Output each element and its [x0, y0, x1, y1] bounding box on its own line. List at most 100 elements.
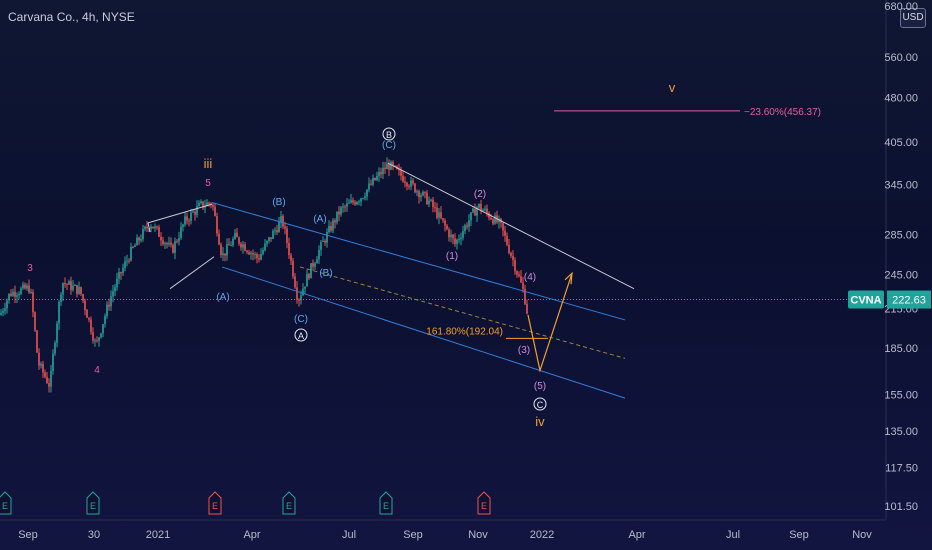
candle-body: [28, 285, 30, 293]
candle-body: [470, 212, 472, 221]
earnings-marker[interactable]: [0, 491, 12, 515]
y-tick-label: 480.00: [884, 93, 918, 105]
candle-body: [78, 286, 80, 294]
candle-body: [162, 240, 164, 244]
candle-body: [204, 206, 206, 208]
earnings-marker[interactable]: [477, 491, 491, 515]
candle-body: [118, 272, 120, 279]
candle-body: [88, 317, 90, 320]
wave-label: 3: [27, 263, 33, 274]
candle-body: [280, 216, 282, 222]
chart-title: Carvana Co., 4h, NYSE: [8, 10, 135, 24]
projection-path: [527, 273, 573, 373]
y-tick-label: 345.00: [884, 179, 918, 191]
x-tick-label: Apr: [243, 529, 260, 541]
candle-body: [16, 295, 18, 297]
candle-body: [24, 284, 26, 289]
candle-body: [192, 211, 194, 213]
candle-body: [252, 252, 254, 255]
candle-body: [316, 259, 318, 264]
candle-body: [8, 293, 10, 301]
candle-body: [46, 376, 48, 384]
candle-body: [510, 252, 512, 256]
wave-label-circle: [294, 328, 308, 342]
last-price-value: 222.63: [892, 295, 926, 307]
candle-body: [48, 383, 50, 387]
candle-body: [404, 181, 406, 183]
earnings-marker[interactable]: [208, 491, 222, 515]
candle-body: [136, 237, 138, 246]
candle-body: [128, 260, 130, 262]
candle-body: [6, 300, 8, 309]
candle-body: [20, 288, 22, 294]
candle-body: [472, 208, 474, 213]
y-tick-label: 245.00: [884, 269, 918, 281]
candle-body: [262, 250, 264, 254]
candle-body: [346, 203, 348, 207]
y-tick-label: 285.00: [884, 230, 918, 242]
candle-body: [264, 243, 266, 251]
candle-body: [330, 226, 332, 231]
currency-selector[interactable]: USD: [900, 8, 926, 28]
candle-body: [102, 324, 104, 334]
downtrend-line: [387, 162, 635, 290]
x-tick-label: 2022: [530, 529, 554, 541]
earnings-marker[interactable]: [282, 491, 296, 515]
candle-body: [308, 273, 310, 279]
candle-body: [246, 250, 248, 253]
candle-body: [412, 180, 414, 184]
wave-label: C: [537, 400, 544, 410]
candle-body: [424, 191, 426, 193]
candle-body: [188, 220, 190, 222]
x-tick-label: Jul: [342, 529, 356, 541]
fib-target-label: −23.60%(456.37): [744, 107, 821, 118]
wave-label: B: [386, 130, 392, 140]
wave-label-circle: [382, 127, 396, 141]
y-tick-label: 680.00: [884, 1, 918, 13]
earnings-marker-label: E: [212, 501, 218, 511]
candle-body: [50, 371, 52, 387]
candle-body: [120, 272, 122, 274]
candle-body: [458, 239, 460, 241]
candle-body: [14, 291, 16, 297]
candle-body: [112, 291, 114, 297]
earnings-marker[interactable]: [379, 491, 393, 515]
candle-body: [344, 206, 346, 208]
candle-body: [70, 281, 72, 291]
candle-body: [244, 244, 246, 251]
candle-body: [222, 253, 224, 256]
candle-body: [190, 212, 192, 221]
candle-body: [68, 281, 70, 285]
candle-body: [18, 293, 20, 296]
wave-label-circle: [533, 397, 547, 411]
candle-body: [450, 234, 452, 238]
candle-body: [258, 258, 260, 260]
candle-body: [30, 291, 32, 293]
earnings-marker[interactable]: [86, 491, 100, 515]
candle-body: [0, 312, 2, 315]
candle-body: [442, 218, 444, 221]
wedge-edge-line: [147, 222, 151, 232]
candle-body: [218, 233, 220, 245]
candle-body: [32, 291, 34, 313]
wave-label: (1): [446, 251, 458, 262]
candle-body: [336, 211, 338, 223]
candle-body: [368, 183, 370, 190]
symbol-badge[interactable]: [848, 290, 884, 309]
candle-body: [72, 285, 74, 291]
candle-body: [92, 332, 94, 341]
x-tick-label: Sep: [403, 529, 423, 541]
candle-body: [86, 310, 88, 318]
candle-body: [82, 294, 84, 301]
candle-body: [432, 199, 434, 208]
candle-body: [504, 230, 506, 236]
candle-body: [526, 304, 528, 314]
candle-body: [448, 229, 450, 238]
candle-body: [96, 340, 98, 342]
candle-body: [140, 239, 142, 241]
candle-body: [390, 162, 392, 170]
earnings-marker-label: E: [286, 501, 292, 511]
candle-body: [414, 183, 416, 193]
